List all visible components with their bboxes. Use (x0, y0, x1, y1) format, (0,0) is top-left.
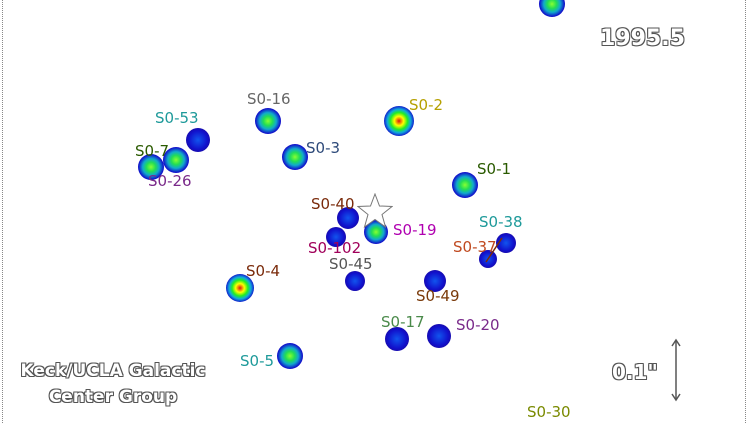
star-label: S0-1 (477, 160, 512, 178)
star-label: S0-16 (247, 90, 291, 108)
star-label: S0-19 (393, 221, 437, 239)
star-blob-s0-49 (424, 270, 446, 292)
star-blob-s0-5 (277, 343, 303, 369)
star-label: S0-4 (246, 262, 281, 280)
star-blob-s0-40 (337, 207, 359, 229)
star-blob-s0-45 (345, 271, 365, 291)
star-label: S0-53 (155, 109, 199, 127)
star-label: S0-17 (381, 313, 425, 331)
scale-bar-arrow (671, 338, 681, 402)
star-blob-s0-102 (326, 227, 346, 247)
star-blob-s0-7 (138, 154, 164, 180)
star-label: S0-2 (409, 96, 444, 114)
star-label: S0-40 (311, 195, 355, 213)
star-blob-s0-20 (427, 324, 451, 348)
scale-label: 0.1" (612, 360, 658, 384)
star-label: S0-7 (135, 142, 170, 160)
star-label: S0-5 (240, 352, 275, 370)
star-blob-s0-2 (384, 106, 414, 136)
credit-line-1: Keck/UCLA Galactic (20, 361, 206, 381)
star-label: S0-37 (453, 238, 497, 256)
credit-text: Keck/UCLA Galactic Center Group (8, 358, 218, 410)
star-blob-s0-4 (226, 274, 254, 302)
star-blob-s0-1 (452, 172, 478, 198)
star-blob-s0-53 (186, 128, 210, 152)
star-label: S0-49 (416, 287, 460, 305)
star-blob-s0-3 (282, 144, 308, 170)
epoch-label: 1995.5 (600, 26, 685, 51)
star-label: S0-45 (329, 255, 373, 273)
star-blob-s0-26 (163, 147, 189, 173)
star-blob-s0-38 (496, 233, 516, 253)
star-blob-s0-17 (385, 327, 409, 351)
star-blob-top-edge (539, 0, 565, 17)
star-label: S0-26 (148, 172, 192, 190)
star-label: S0-38 (479, 213, 523, 231)
star-label: S0-20 (456, 316, 500, 334)
star-blob-s0-16 (255, 108, 281, 134)
star-outline-icon (357, 193, 393, 229)
star-label: S0-102 (308, 239, 362, 257)
star-label: S0-3 (306, 139, 341, 157)
credit-line-2: Center Group (48, 387, 178, 407)
star-label: S0-30 (527, 403, 571, 421)
